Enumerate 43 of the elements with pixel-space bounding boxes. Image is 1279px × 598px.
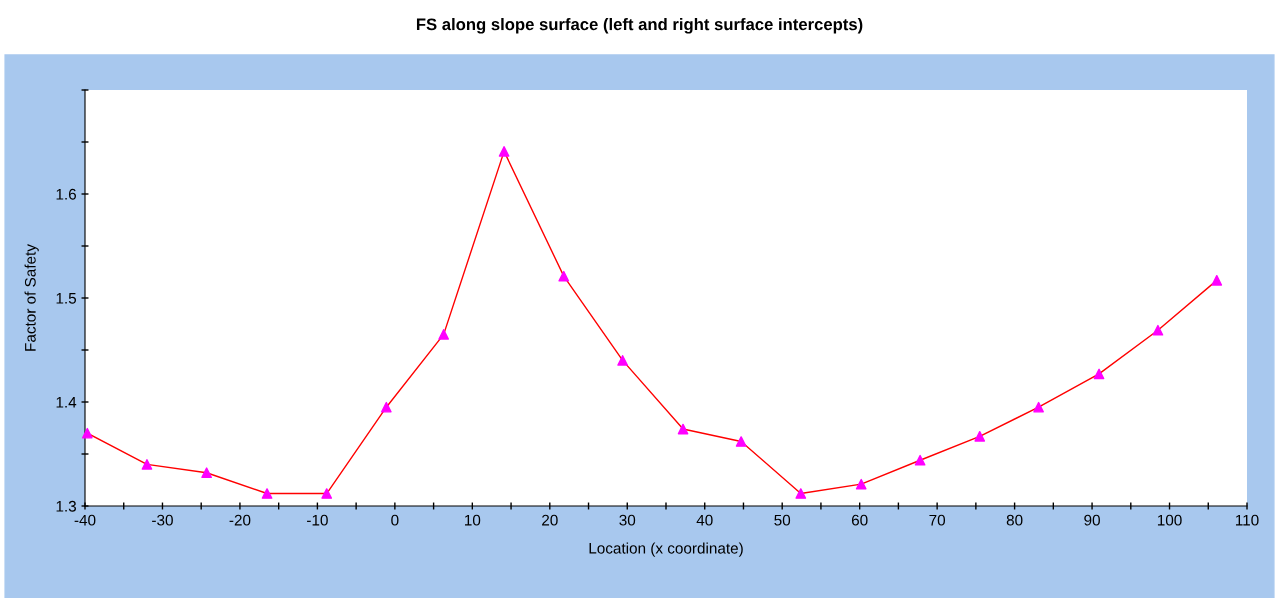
point	[141, 459, 153, 470]
point	[380, 401, 392, 413]
y-axis-title: Factor of Safety	[24, 244, 39, 351]
point	[321, 488, 333, 499]
x-tick-label: 100	[1157, 514, 1182, 526]
point	[1211, 274, 1223, 286]
point	[1152, 324, 1164, 336]
point	[201, 467, 212, 479]
x-tick-label: 20	[542, 514, 558, 526]
point	[498, 146, 510, 157]
x-tick-label: 90	[1084, 514, 1100, 526]
point	[914, 454, 926, 466]
x-tick-label: -40	[74, 514, 96, 526]
y-tick-label: 1.6	[56, 188, 76, 200]
y-tick-label: 1.3	[56, 500, 76, 512]
x-tick-label: -10	[307, 514, 328, 526]
x-tick-label: 40	[696, 514, 713, 526]
point	[855, 478, 867, 490]
y-tick-label: 1.4	[56, 397, 77, 408]
chart-title: FS along slope surface (left and right surface intercepts)	[416, 18, 863, 34]
x-tick-label: 10	[465, 514, 481, 526]
point	[1093, 368, 1105, 380]
point	[735, 436, 747, 447]
x-tick-label: -30	[152, 514, 173, 526]
x-axis-title: Location (x coordinate)	[589, 542, 743, 557]
point	[438, 329, 450, 340]
point	[558, 270, 570, 282]
x-tick-label: 70	[929, 514, 946, 526]
x-tick-label: -20	[229, 514, 251, 526]
point	[677, 423, 689, 435]
point	[81, 427, 93, 439]
x-tick-label: 60	[851, 514, 868, 526]
point	[795, 488, 807, 499]
x-tick-label: 80	[1006, 514, 1023, 526]
point	[974, 430, 986, 442]
y-tick-label: 1.5	[56, 293, 77, 304]
point	[1033, 401, 1044, 413]
x-tick-label: 30	[619, 514, 636, 526]
point	[261, 488, 273, 499]
x-tick-label: 0	[391, 514, 399, 526]
x-tick-label: 110	[1235, 514, 1259, 526]
x-tick-label: 50	[774, 514, 791, 526]
point	[617, 355, 628, 366]
